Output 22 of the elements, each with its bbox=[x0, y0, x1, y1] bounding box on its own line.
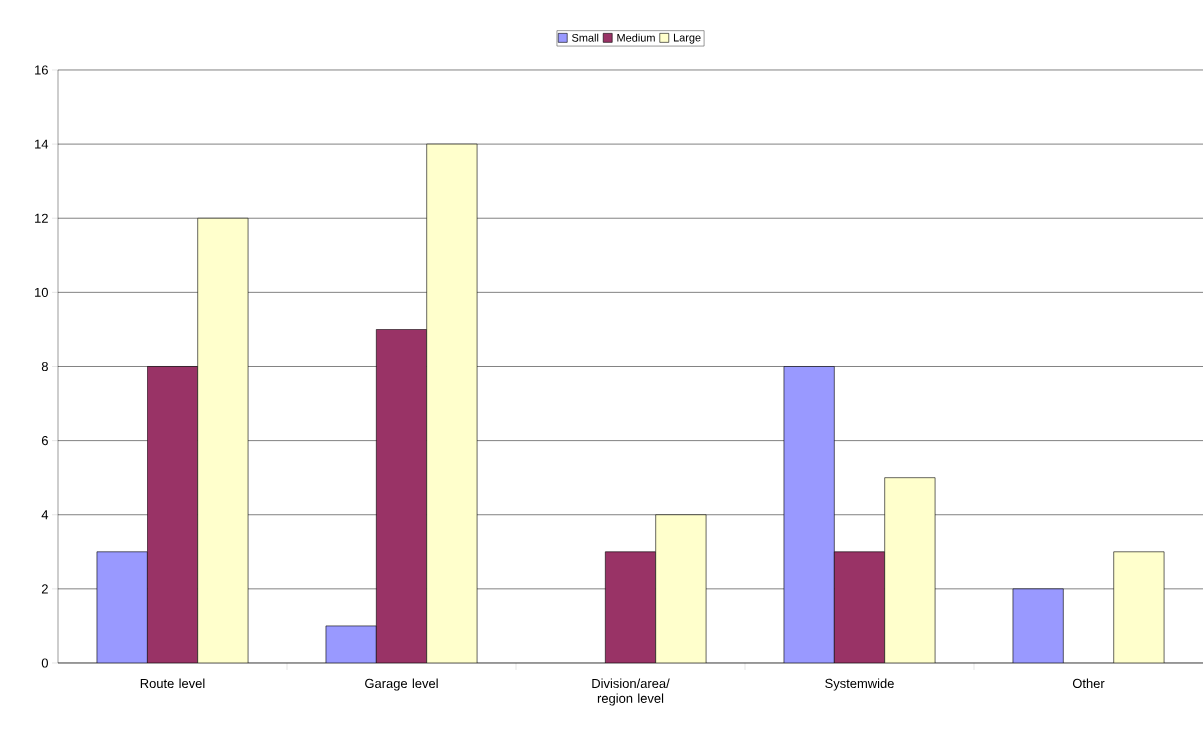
y-tick-label: 14 bbox=[35, 139, 49, 149]
x-tick-label: Route level bbox=[140, 678, 205, 689]
legend-label: Medium bbox=[617, 33, 655, 42]
bar bbox=[1113, 551, 1165, 663]
bar bbox=[426, 143, 478, 663]
y-tick-label: 6 bbox=[41, 436, 48, 446]
bar bbox=[884, 477, 936, 663]
bar bbox=[197, 217, 249, 663]
x-tick-label: Systemwide bbox=[825, 678, 894, 691]
y-tick-label: 2 bbox=[41, 584, 48, 594]
y-tick-label: 16 bbox=[35, 65, 48, 75]
bar bbox=[655, 514, 707, 663]
y-tick-label: 12 bbox=[35, 213, 48, 223]
y-tick-label: 4 bbox=[41, 510, 49, 520]
legend-label: Small bbox=[572, 33, 599, 42]
y-tick-label: 10 bbox=[35, 287, 48, 297]
x-tick-label: Division/area/ region level bbox=[592, 678, 670, 706]
x-tick-label: Other bbox=[1072, 678, 1105, 689]
y-tick-label: 8 bbox=[41, 361, 48, 372]
x-tick-label: Garage level bbox=[365, 678, 438, 691]
legend-label: Large bbox=[673, 33, 701, 44]
y-tick-label: 0 bbox=[41, 658, 48, 668]
